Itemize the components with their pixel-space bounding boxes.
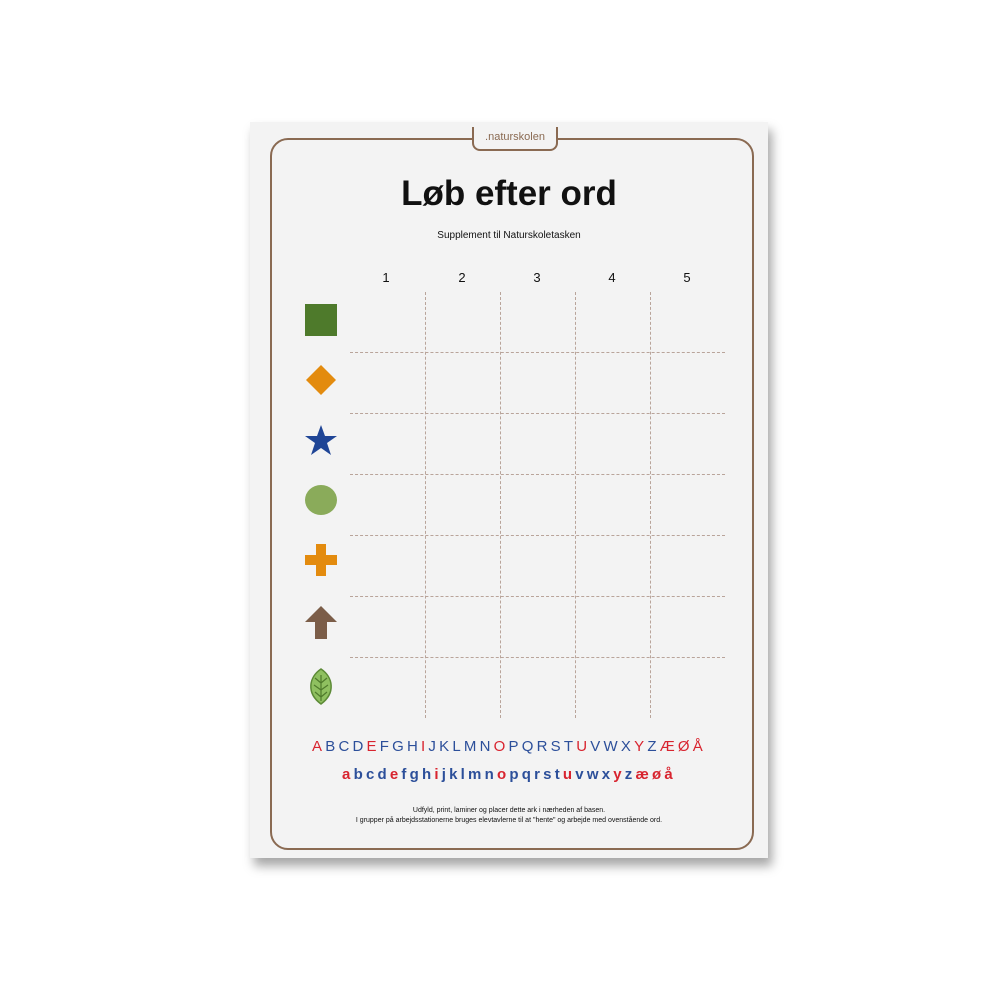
alphabet-letter: z bbox=[624, 766, 636, 783]
page-subtitle: Supplement til Naturskoletasken bbox=[437, 230, 581, 241]
grid-vertical-divider bbox=[425, 292, 426, 718]
alphabet-letter: Å bbox=[692, 738, 706, 755]
alphabet-letter: l bbox=[460, 766, 469, 783]
alphabet-letter: æ bbox=[635, 766, 653, 783]
alphabet-letter: g bbox=[409, 766, 422, 783]
grid-horizontal-divider bbox=[350, 474, 725, 475]
alphabet-letter: k bbox=[449, 766, 461, 783]
alphabet-letter: E bbox=[366, 738, 380, 755]
circle-icon bbox=[302, 481, 340, 519]
grid-vertical-divider bbox=[500, 292, 501, 718]
alphabet-letter: Q bbox=[521, 738, 537, 755]
grid-horizontal-divider bbox=[350, 535, 725, 536]
alphabet-letter: q bbox=[521, 766, 535, 783]
alphabet-letter: j bbox=[441, 766, 450, 783]
alphabet-letter: F bbox=[379, 738, 393, 755]
alphabet-letter: d bbox=[377, 766, 390, 783]
alphabet-letter: y bbox=[613, 766, 625, 783]
alphabet-letter: p bbox=[509, 766, 522, 783]
alphabet-lowercase: abcdefghijklmnopqrstuvwxyzæøå bbox=[250, 766, 768, 783]
footer-line-1: Udfyld, print, laminer og placer dette a… bbox=[412, 807, 606, 814]
alphabet-letter: T bbox=[563, 738, 577, 755]
column-label: 1 bbox=[382, 270, 390, 285]
alphabet-letter: X bbox=[620, 738, 635, 755]
alphabet-letter: S bbox=[550, 738, 564, 755]
alphabet-letter: o bbox=[496, 766, 510, 783]
alphabet-letter: å bbox=[664, 766, 676, 783]
alphabet-letter: v bbox=[575, 766, 587, 783]
alphabet-uppercase: ABCDEFGHIJKLMNOPQRSTUVWXYZÆØÅ bbox=[250, 738, 768, 755]
alphabet-letter: Z bbox=[647, 738, 660, 755]
alphabet-letter: I bbox=[421, 738, 429, 755]
alphabet-letter: c bbox=[365, 766, 378, 783]
alphabet-letter: D bbox=[352, 738, 367, 755]
alphabet-letter: C bbox=[338, 738, 353, 755]
plus-icon bbox=[302, 541, 340, 579]
alphabet-letter: s bbox=[543, 766, 555, 783]
alphabet-letter: f bbox=[401, 766, 410, 783]
diamond-icon bbox=[302, 361, 340, 399]
column-label: 5 bbox=[683, 270, 691, 285]
column-label: 3 bbox=[533, 270, 541, 285]
alphabet-letter: Y bbox=[634, 738, 648, 755]
alphabet-letter: K bbox=[439, 738, 453, 755]
alphabet-letter: O bbox=[493, 738, 509, 755]
worksheet-page: .naturskolen Løb efter ord Supplement ti… bbox=[250, 122, 768, 858]
alphabet-letter: R bbox=[536, 738, 551, 755]
star-icon bbox=[302, 421, 340, 459]
grid-vertical-divider bbox=[650, 292, 651, 718]
alphabet-letter: t bbox=[554, 766, 563, 783]
alphabet-letter: H bbox=[407, 738, 422, 755]
grid-vertical-divider bbox=[575, 292, 576, 718]
grid-horizontal-divider bbox=[350, 413, 725, 414]
alphabet-letter: M bbox=[463, 738, 480, 755]
alphabet-letter: a bbox=[342, 766, 354, 783]
alphabet-letter: U bbox=[576, 738, 591, 755]
alphabet-letter: i bbox=[434, 766, 442, 783]
arrow-up-icon bbox=[302, 603, 340, 641]
alphabet-letter: V bbox=[590, 738, 604, 755]
alphabet-letter: W bbox=[603, 738, 621, 755]
alphabet-letter: e bbox=[389, 766, 402, 783]
alphabet-letter: r bbox=[534, 766, 544, 783]
alphabet-letter: n bbox=[484, 766, 497, 783]
alphabet-letter: N bbox=[479, 738, 494, 755]
column-label: 4 bbox=[608, 270, 616, 285]
alphabet-letter: Æ bbox=[659, 738, 678, 755]
alphabet-letter: A bbox=[312, 738, 326, 755]
alphabet-letter: w bbox=[586, 766, 602, 783]
grid-horizontal-divider bbox=[350, 352, 725, 353]
brand-logo: .naturskolen bbox=[472, 127, 558, 151]
alphabet-letter: G bbox=[392, 738, 407, 755]
alphabet-letter: x bbox=[601, 766, 614, 783]
grid-horizontal-divider bbox=[350, 596, 725, 597]
column-label: 2 bbox=[458, 270, 466, 285]
alphabet-letter: ø bbox=[652, 766, 665, 783]
alphabet-letter: L bbox=[452, 738, 464, 755]
alphabet-letter: h bbox=[422, 766, 435, 783]
alphabet-letter: Ø bbox=[677, 738, 693, 755]
alphabet-letter: P bbox=[508, 738, 522, 755]
footer-line-2: I grupper på arbejdsstationerne bruges e… bbox=[355, 817, 663, 824]
grid-horizontal-divider bbox=[350, 657, 725, 658]
alphabet-letter: J bbox=[428, 738, 440, 755]
alphabet-letter: m bbox=[468, 766, 485, 783]
alphabet-letter: u bbox=[562, 766, 576, 783]
alphabet-letter: B bbox=[325, 738, 339, 755]
leaf-icon bbox=[302, 667, 340, 705]
alphabet-letter: b bbox=[353, 766, 366, 783]
square-icon bbox=[302, 301, 340, 339]
page-title: Løb efter ord bbox=[401, 174, 617, 213]
